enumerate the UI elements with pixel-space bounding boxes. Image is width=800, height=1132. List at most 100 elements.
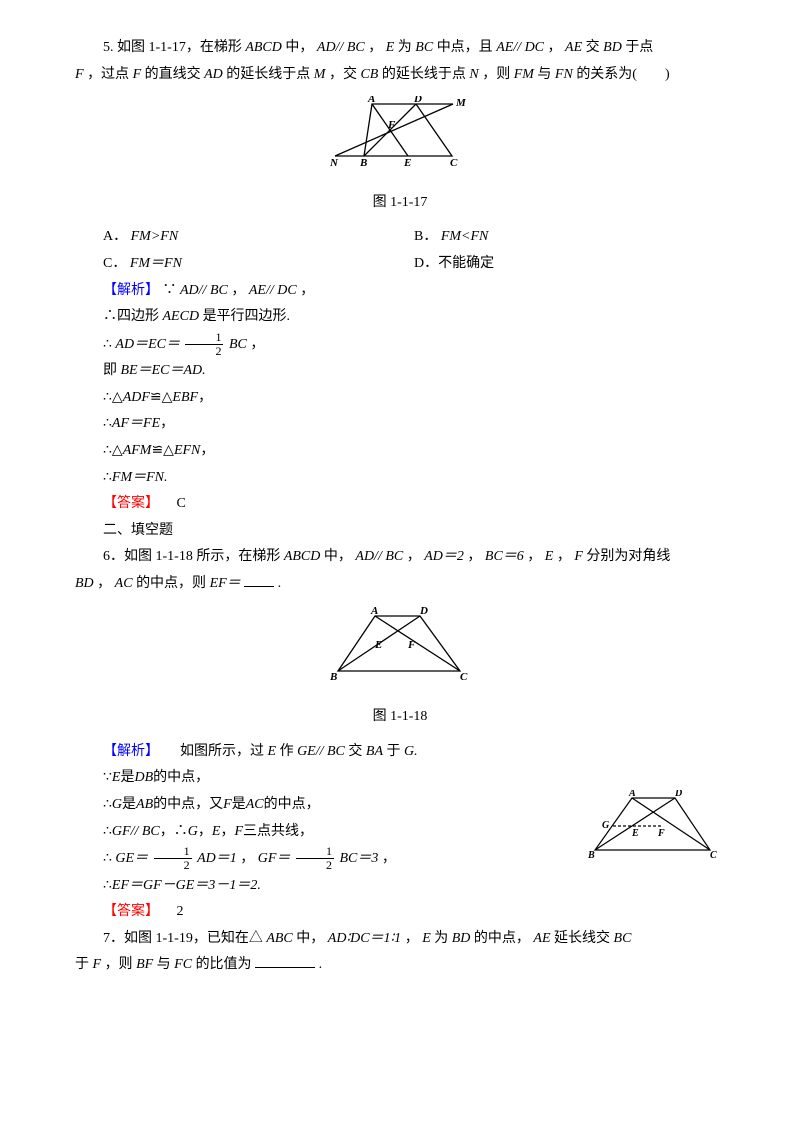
var: FM [514, 67, 534, 82]
var: BC＝3 [339, 851, 378, 866]
var: F [574, 549, 583, 564]
q5-stem-line2: F ，过点 F 的直线交 AD 的延长线于点 M ，交 CB 的延长线于点 N … [75, 62, 725, 89]
text: 中点，且 [437, 40, 493, 55]
text: ∵ [103, 770, 112, 785]
var: CB [360, 67, 378, 82]
text: ， [382, 851, 396, 866]
text: 是 [232, 797, 246, 812]
var: AD＝1 [197, 851, 237, 866]
var: N [469, 67, 478, 82]
var: ABCD [245, 40, 282, 55]
var: BD [603, 40, 622, 55]
figure-1-1-17: ADM NBEC F [75, 96, 725, 182]
var: G [188, 824, 198, 839]
text: 如图所示，过 [180, 744, 264, 759]
var: ADF [123, 390, 150, 405]
analysis-tag: 【解析】 [103, 744, 159, 759]
text: 交 [348, 744, 362, 759]
text: ， [250, 337, 264, 352]
var: AD＝EC＝ [115, 337, 180, 352]
fraction: 12 [296, 845, 334, 872]
var: AE [533, 931, 550, 946]
figure-caption: 图 1-1-18 [75, 704, 725, 731]
svg-text:B: B [587, 850, 595, 861]
var: F [234, 824, 243, 839]
text: 的延长线于点 [226, 67, 310, 82]
q7-stem-line2: 于 F ，则 BF 与 FC 的比值为 . [75, 952, 725, 979]
q6-analysis: 【解析】 如图所示，过 E 作 GE// BC 交 BA 于 G. [75, 739, 725, 766]
text: 延长线交 [554, 931, 610, 946]
text: 的比值为 [196, 957, 252, 972]
analysis-line: ∴ AD＝EC＝ 12 BC ， [75, 331, 725, 359]
var: AFM [123, 443, 152, 458]
var: EF＝ [210, 576, 241, 591]
text: 三点共线， [243, 824, 313, 839]
text: 是平行四边形. [203, 309, 291, 324]
svg-text:M: M [455, 97, 467, 109]
text: ∵ [163, 283, 177, 298]
var: F [133, 67, 142, 82]
svg-text:N: N [330, 157, 339, 169]
section-title: 二、填空题 [75, 518, 725, 545]
var: EFN [174, 443, 200, 458]
text: . [319, 957, 323, 972]
var: AE// DC [249, 283, 297, 298]
var: BD [75, 576, 94, 591]
var: ABCD [284, 549, 321, 564]
text: ， [368, 40, 382, 55]
var: AD// BC [355, 549, 403, 564]
text: ， [240, 851, 254, 866]
numerator: 1 [296, 845, 334, 859]
analysis-line: ∵E是DB的中点， [75, 765, 725, 792]
text: 交 [586, 40, 600, 55]
trapezoid-diagram-icon: AD BC EF [320, 606, 480, 686]
var: BC [415, 40, 433, 55]
answer-val: C [177, 496, 186, 511]
text: 的中点，则 [136, 576, 206, 591]
text: 5. 如图 1-1-17，在梯形 [103, 40, 242, 55]
text: ∴ [103, 337, 112, 352]
answer-tag: 【答案】 [103, 496, 159, 511]
svg-text:D: D [413, 96, 422, 105]
text: 于 [387, 744, 401, 759]
denominator: 2 [185, 345, 223, 358]
q5-analysis: 【解析】 ∵ AD// BC ， AE// DC ， [75, 278, 725, 305]
text: 中， [285, 40, 313, 55]
q5-options: A． FM>FN B． FM<FN C． FM＝FN D．不能确定 [75, 224, 725, 277]
text: 于 [75, 957, 89, 972]
text: 作 [280, 744, 294, 759]
var: ABC [266, 931, 292, 946]
text: ∴ [103, 878, 112, 893]
var: BC [614, 931, 632, 946]
figure-1-1-18: AD BC EF [75, 606, 725, 697]
var: AD＝2 [424, 549, 464, 564]
text: ， [231, 283, 245, 298]
text: ， [97, 576, 111, 591]
fraction: 12 [185, 331, 223, 358]
var: BC [229, 337, 247, 352]
text: 的中点， [153, 770, 209, 785]
var: AD// BC [317, 40, 365, 55]
denominator: 2 [296, 859, 334, 872]
q5-answer: 【答案】 C [75, 491, 725, 518]
var: AD [204, 67, 223, 82]
opt-val: FM＝FN [130, 256, 182, 271]
svg-text:A: A [628, 790, 636, 799]
var: GE// BC [297, 744, 345, 759]
opt-label: C． [103, 256, 126, 271]
svg-text:E: E [374, 639, 382, 651]
text: 是 [120, 770, 134, 785]
var: AF＝FE [112, 416, 160, 431]
text: 7．如图 1-1-19，已知在△ [103, 931, 263, 946]
text: ，交 [329, 67, 357, 82]
text: ， [300, 283, 314, 298]
svg-text:G: G [602, 820, 610, 831]
text: ， [160, 416, 174, 431]
text: ， [548, 40, 562, 55]
opt-val: FM<FN [441, 229, 489, 244]
svg-text:C: C [450, 157, 458, 169]
var: E [268, 744, 277, 759]
text: ， [407, 549, 421, 564]
analysis-line: ∴△AFM≌△EFN， [75, 438, 725, 465]
text: ≌△ [150, 390, 173, 405]
